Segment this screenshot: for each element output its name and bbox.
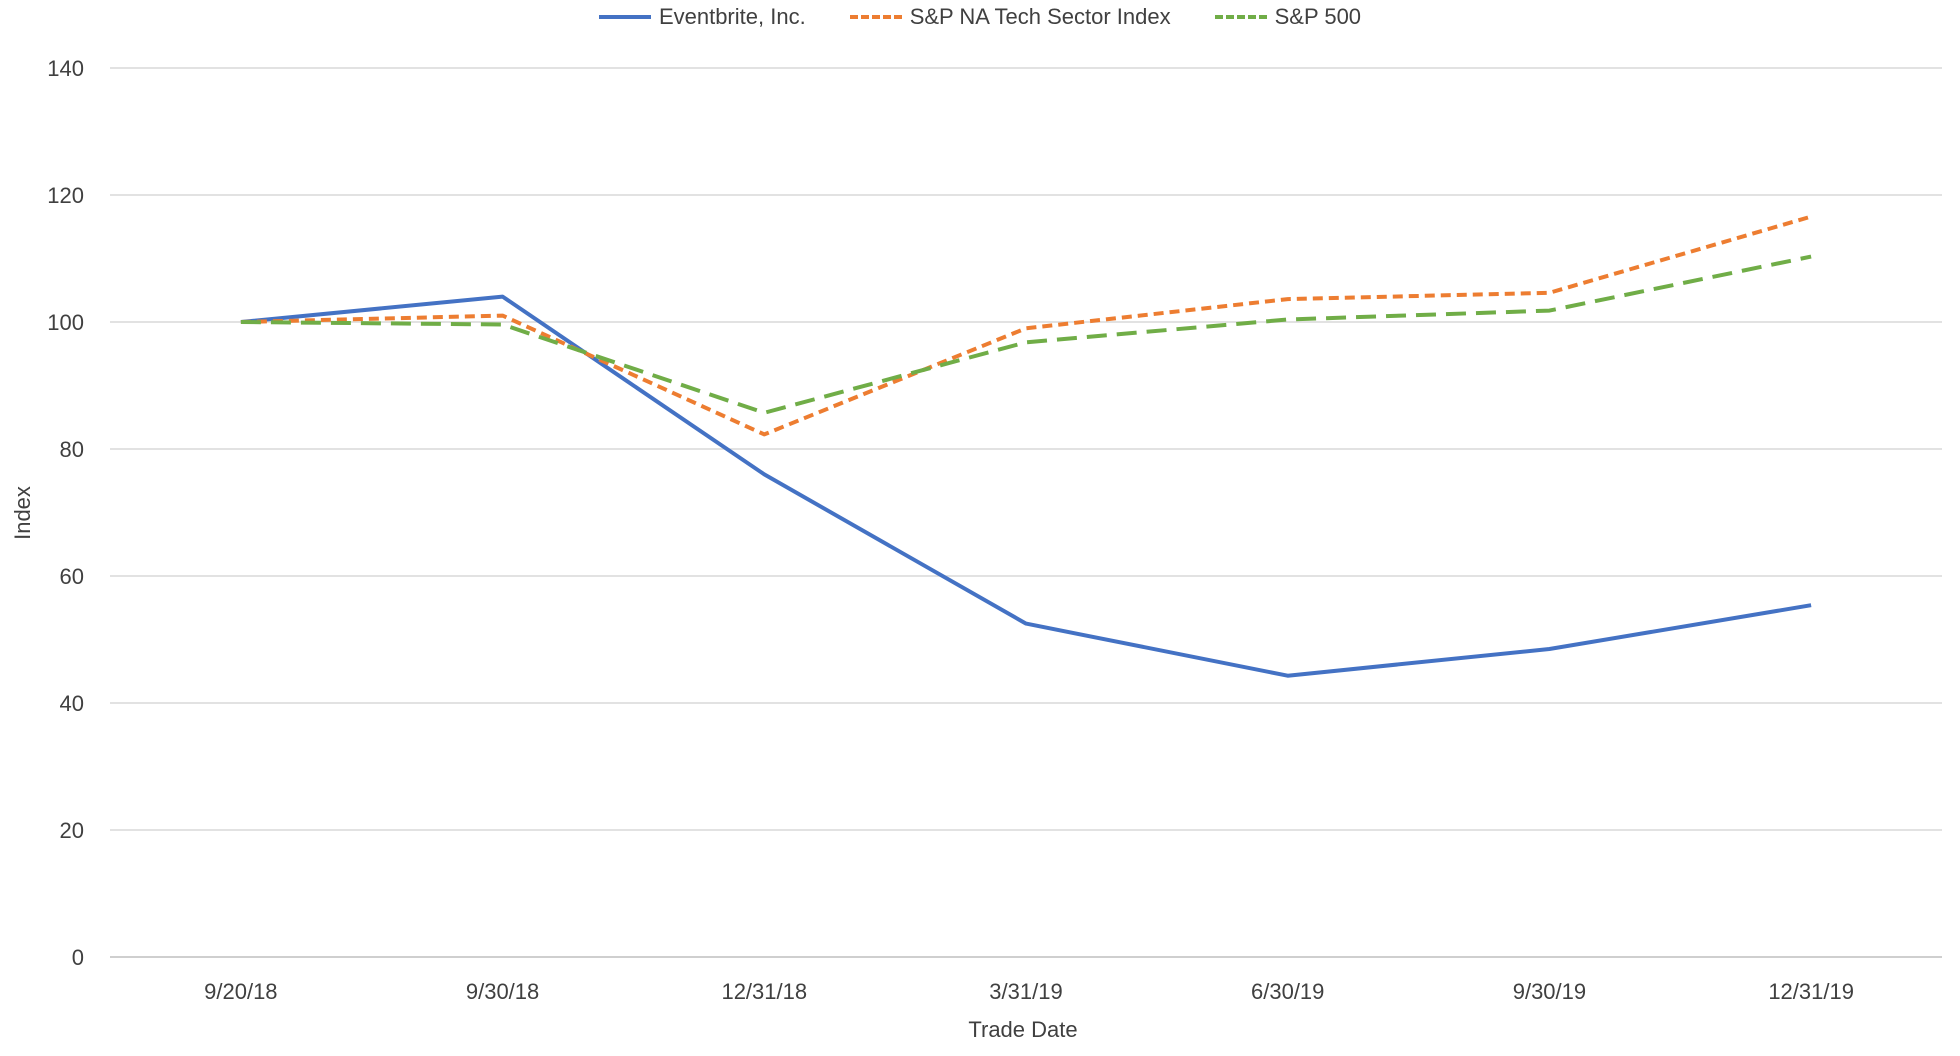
- y-tick-label: 140: [47, 56, 84, 81]
- x-axis-ticks: 9/20/18 9/30/18 12/31/18 3/31/19 6/30/19 9/30…: [204, 979, 1854, 1004]
- x-tick-label: 6/30/19: [1251, 979, 1324, 1004]
- y-tick-label: 0: [72, 945, 84, 970]
- legend-label: S&P NA Tech Sector Index: [909, 4, 1171, 29]
- y-tick-label: 60: [60, 564, 84, 589]
- y-tick-label: 20: [60, 818, 84, 843]
- legend-item: Eventbrite, Inc.: [598, 4, 806, 30]
- series-line-0: [240, 294, 1812, 678]
- legend-label: Eventbrite, Inc.: [658, 4, 806, 29]
- x-tick-label: 12/31/18: [721, 979, 807, 1004]
- y-axis-title: Index: [10, 486, 35, 540]
- legend-label: S&P 500: [1274, 4, 1362, 29]
- series-lines: [240, 214, 1812, 678]
- y-tick-label: 40: [60, 691, 84, 716]
- gridlines: [110, 67, 1942, 958]
- legend-item: S&P NA Tech Sector Index: [849, 4, 1171, 30]
- chart-legend: Eventbrite, Inc. S&P NA Tech Sector Index…: [0, 4, 1960, 30]
- x-tick-label: 9/20/18: [204, 979, 277, 1004]
- x-tick-label: 9/30/18: [466, 979, 539, 1004]
- x-tick-label: 12/31/19: [1768, 979, 1854, 1004]
- y-tick-label: 100: [47, 310, 84, 335]
- y-tick-label: 120: [47, 183, 84, 208]
- legend-item: S&P 500: [1214, 4, 1362, 30]
- x-axis-title: Trade Date: [968, 1017, 1077, 1042]
- legend-swatch: [849, 15, 902, 19]
- y-tick-label: 80: [60, 437, 84, 462]
- legend-swatch: [598, 15, 651, 19]
- series-line-2: [240, 254, 1812, 415]
- x-tick-label: 3/31/19: [989, 979, 1062, 1004]
- legend-swatch: [1214, 15, 1267, 19]
- series-line-1: [240, 214, 1812, 437]
- x-tick-label: 9/30/19: [1513, 979, 1586, 1004]
- y-axis-ticks: 0 20 40 60 80 100 120 140: [47, 56, 84, 970]
